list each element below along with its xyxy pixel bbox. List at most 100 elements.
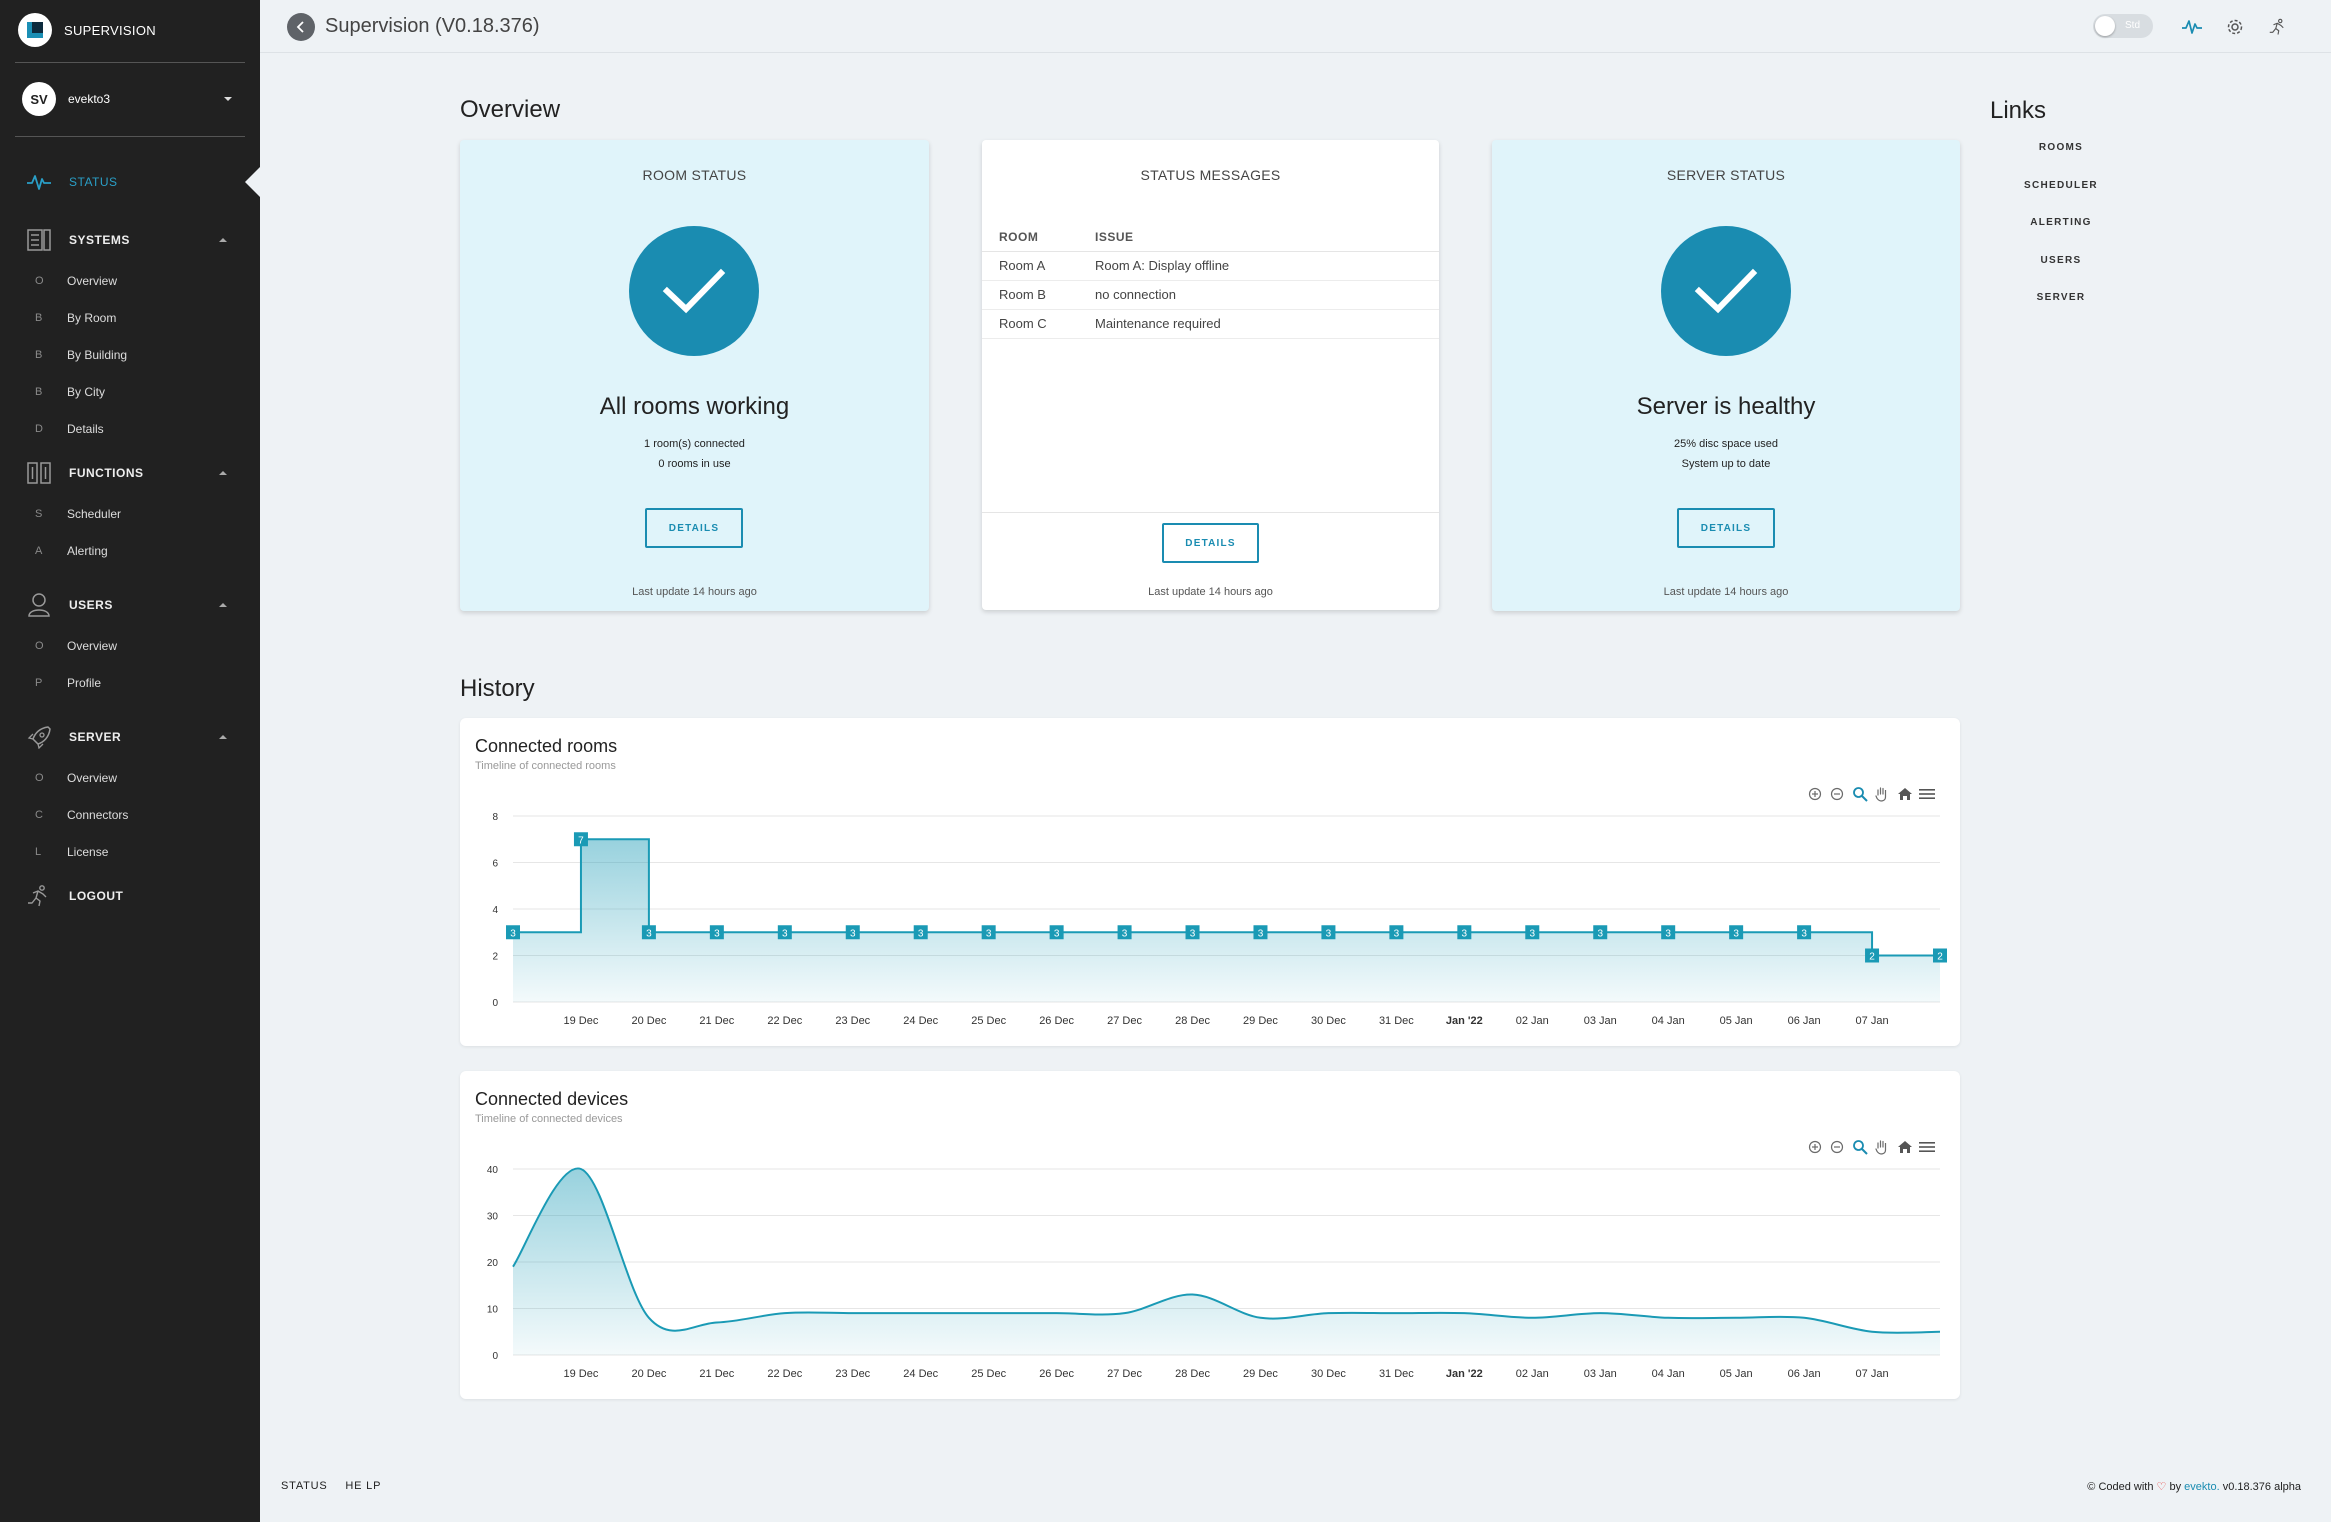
data-label: 3 [845,925,860,940]
link-alerting[interactable]: ALERTING [2030,217,2092,228]
sidebar-nav: STATUS SYSTEMS O Overview B By Room B By Bu… [0,160,260,918]
sidebar-item-connectors[interactable]: C Connectors [35,807,129,822]
data-label-box [641,925,656,940]
data-label-box [913,925,928,940]
sidebar-group-users[interactable]: USERS [0,583,260,627]
sidebar-item-by-room[interactable]: B By Room [35,310,117,325]
data-label: 3 [1593,925,1608,940]
data-label-box [709,925,724,940]
data-label-box [1117,925,1132,940]
x-tick-label: 26 Dec [1039,1368,1074,1380]
check-icon [1661,226,1791,356]
data-label: 3 [1185,925,1200,940]
data-label-text: 3 [850,928,856,939]
sidebar-item-systems-overview[interactable]: O Overview [35,273,118,288]
mode-toggle[interactable]: Std [2093,14,2153,38]
x-tick-label: 19 Dec [564,1015,599,1027]
chart-toolbar [1806,784,1936,804]
server-status-line1: 25% disc space used [1674,438,1778,450]
room-status-line2: 0 rooms in use [658,458,731,470]
sidebar-item-by-building[interactable]: B By Building [35,347,128,362]
data-label: 3 [1797,925,1812,940]
pulse-icon[interactable] [2181,16,2203,38]
sidebar-item-server-overview[interactable]: O Overview [35,770,118,785]
data-label: 3 [1389,925,1404,940]
x-tick-label: 03 Jan [1584,1368,1617,1380]
pan-hand-icon[interactable] [1874,1138,1892,1156]
connected-devices-chart-card: Connected devices Timeline of connected … [460,1071,1960,1399]
data-label-box [1797,925,1812,940]
data-label: 3 [1525,925,1540,940]
brand[interactable]: SUPERVISION [18,12,156,48]
column-header-room: ROOM [982,215,1095,252]
room-status-details-button[interactable]: DETAILS [645,508,743,548]
table-row[interactable]: Room A Room A: Display offline [982,251,1439,281]
data-label-text: 3 [1122,928,1128,939]
footer-link-help[interactable]: HE LP [345,1480,382,1492]
y-tick-label: 0 [492,1351,498,1362]
data-label: 3 [981,925,996,940]
x-tick-label: 21 Dec [699,1368,734,1380]
server-status-details-button[interactable]: DETAILS [1677,508,1775,548]
x-tick-label: 31 Dec [1379,1368,1414,1380]
sidebar-item-alerting[interactable]: A Alerting [35,543,108,558]
zoom-out-icon[interactable] [1829,1138,1847,1156]
table-row[interactable]: Room B no connection [982,280,1439,310]
link-scheduler[interactable]: SCHEDULER [2024,179,2098,191]
y-tick-label: 8 [492,812,498,823]
magnifier-icon[interactable] [1851,1138,1869,1156]
link-rooms[interactable]: ROOMS [2038,142,2084,153]
x-tick-label: 05 Jan [1720,1368,1753,1380]
cell-room: Room B [982,280,1095,310]
gear-icon[interactable] [2224,16,2246,38]
footer-brand-link[interactable]: evekto. [2184,1481,2220,1493]
chevron-down-icon[interactable] [224,97,232,101]
sidebar-item-license[interactable]: L License [35,844,109,859]
footer-link-status[interactable]: STATUS [281,1480,328,1492]
home-icon[interactable] [1896,1138,1914,1156]
data-label-box [1457,925,1472,940]
menu-icon[interactable] [1919,785,1937,803]
sidebar-item-status[interactable]: STATUS [0,160,260,204]
chevron-up-icon [219,471,227,475]
card-title: SERVER STATUS [1666,167,1786,183]
pan-hand-icon[interactable] [1874,785,1892,803]
data-label: 3 [913,925,928,940]
user-menu[interactable]: SV evekto3 [22,81,232,117]
menu-icon[interactable] [1919,1138,1937,1156]
connected-devices-chart: 0 10 20 30 40 19 Dec 20 Dec 21 Dec 22 Dec 23 Dec 2… [487,1165,1941,1380]
sidebar-item-users-overview[interactable]: O Overview [35,638,118,653]
table-row[interactable]: Room C Maintenance required [982,309,1439,339]
zoom-in-icon[interactable] [1806,1138,1824,1156]
x-tick-label: 22 Dec [767,1368,802,1380]
sidebar-group-server[interactable]: SERVER [0,715,260,759]
sidebar-item-details[interactable]: D Details [35,421,104,436]
pulse-icon [26,169,52,195]
chart-title: Connected devices [475,1089,629,1109]
chart-toolbar [1806,1137,1936,1157]
sidebar-item-by-city[interactable]: B By City [35,384,106,399]
zoom-out-icon[interactable] [1829,785,1847,803]
link-server[interactable]: SERVER [2036,292,2086,303]
x-tick-label: 03 Jan [1584,1015,1617,1027]
sidebar-item-profile[interactable]: P Profile [35,675,102,690]
card-title: STATUS MESSAGES [1140,167,1281,183]
sidebar-item-label: STATUS [69,175,118,189]
data-label-box [1049,925,1064,940]
zoom-in-icon[interactable] [1806,785,1824,803]
logout-runner-icon[interactable] [2267,16,2289,38]
sidebar-item-logout[interactable]: LOGOUT [0,874,260,918]
last-update: Last update 14 hours ago [1148,586,1273,598]
sidebar-group-systems[interactable]: SYSTEMS [0,218,260,262]
x-tick-label: 25 Dec [971,1368,1006,1380]
server-status-card: SERVER STATUS Server is healthy 25% disc… [1492,140,1960,611]
status-messages-details-button[interactable]: DETAILS [1162,523,1259,563]
back-button[interactable] [287,13,315,41]
sidebar-item-scheduler[interactable]: S Scheduler [35,506,122,521]
magnifier-icon[interactable] [1851,785,1869,803]
x-tick-label: 19 Dec [564,1368,599,1380]
card-title: ROOM STATUS [642,167,747,183]
sidebar-group-functions[interactable]: FUNCTIONS [0,451,260,495]
link-users[interactable]: USERS [2040,254,2082,266]
home-icon[interactable] [1896,785,1914,803]
